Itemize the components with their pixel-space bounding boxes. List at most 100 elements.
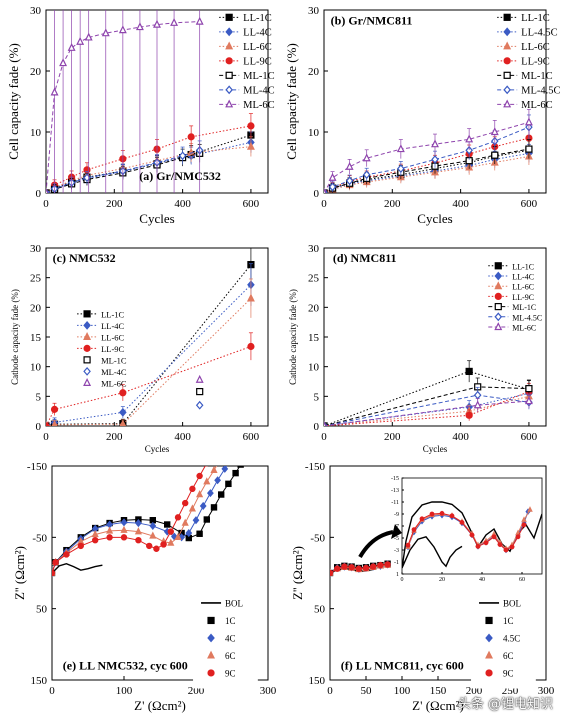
data-point [181, 518, 189, 526]
data-point [84, 32, 93, 41]
data-point [217, 457, 222, 462]
legend-label: 6C [225, 651, 236, 661]
legend-swatch-marker [225, 41, 234, 50]
legend-swatch-marker [83, 366, 91, 376]
series-BOL [52, 562, 103, 574]
data-point [91, 530, 99, 538]
y-tick-label: 30 [308, 243, 320, 255]
legend-label: ML-6C [101, 378, 127, 388]
data-point [135, 519, 142, 528]
data-point [149, 521, 157, 530]
series-line [324, 155, 530, 193]
data-point [324, 421, 327, 426]
data-point [170, 17, 179, 26]
plot-area [324, 109, 533, 193]
data-point [459, 520, 465, 525]
data-point [237, 466, 244, 468]
data-point [192, 516, 200, 525]
y-tick-label: 10 [308, 362, 320, 374]
legend-label: LL-6C [101, 332, 124, 342]
chart-d: 0 200 400 600 0 5 10 15 20 25 30 Cycles Cathode capa… [288, 243, 547, 454]
y-tick-label: -1 [394, 560, 399, 566]
series-ML-4.5C [324, 114, 533, 193]
legend-swatch-marker [503, 99, 512, 108]
legend-label: LL-1C [243, 13, 272, 24]
x-tick-label: 200 [384, 198, 401, 210]
series-line [46, 149, 200, 193]
y-tick-label: -5 [394, 536, 399, 542]
data-point [119, 419, 127, 426]
data-point [362, 564, 370, 572]
data-point [362, 153, 371, 162]
series-line [52, 562, 103, 574]
legend-label: LL-6C [243, 42, 272, 53]
x-tick-label: 0 [321, 431, 327, 443]
chart-b: 0 200 400 600 0 10 20 30 Cycles Cell capacity fad… [284, 5, 561, 226]
x-tick-label: 400 [174, 198, 191, 210]
data-point [91, 536, 99, 544]
x-tick-label: 600 [521, 198, 538, 210]
legend-label: LL-9C [101, 344, 124, 354]
y-tick-label: 1 [396, 572, 399, 578]
y-tick-label: 150 [309, 675, 326, 687]
legend-label: 9C [225, 668, 236, 678]
legend-label: ML-1C [512, 303, 536, 312]
y-tick-label: -15 [391, 476, 399, 482]
chart-a: 0 200 400 600 0 10 20 30 Cycles Cell capacity fad… [6, 5, 275, 226]
data-point [491, 534, 497, 540]
data-point [160, 541, 167, 548]
y-tick-label: 25 [308, 273, 320, 285]
legend-swatch-marker [225, 71, 233, 79]
x-tick-label: 400 [174, 431, 191, 443]
data-point [497, 542, 503, 547]
data-point [77, 542, 85, 550]
chart-title: (b) Gr/NMC811 [331, 14, 413, 28]
y-tick-label: 20 [308, 66, 320, 78]
data-point [153, 545, 160, 552]
data-point [465, 134, 474, 143]
legend-label: 9C [503, 668, 514, 678]
legend-swatch-marker [485, 669, 493, 677]
data-point [214, 476, 221, 485]
data-point [247, 342, 255, 351]
legend-swatch-marker [225, 27, 233, 37]
data-point [167, 538, 175, 546]
data-point [134, 527, 142, 535]
data-point [503, 547, 509, 553]
data-point [63, 551, 70, 558]
x-tick-label: 50 [361, 685, 373, 697]
data-point [527, 506, 533, 512]
data-point [195, 400, 204, 410]
x-tick-label: 100 [116, 685, 133, 697]
legend-swatch-marker [207, 616, 215, 625]
y-tick-label: -13 [391, 488, 399, 494]
y-tick-label: -9 [394, 512, 399, 518]
series-line [46, 298, 252, 426]
plot-area [402, 501, 542, 569]
y-tick-label: -150 [27, 461, 48, 473]
data-point [228, 457, 233, 463]
legend-swatch-marker [503, 13, 511, 21]
data-point [203, 477, 211, 485]
data-point [196, 530, 203, 537]
y-tick-label: 10 [30, 127, 42, 139]
data-point [120, 525, 128, 533]
data-point [195, 374, 204, 383]
y-tick-label: -150 [305, 461, 326, 473]
y-tick-label: 30 [308, 5, 320, 17]
x-axis-label: Cycles [139, 211, 174, 226]
x-tick-label: 200 [384, 431, 401, 443]
data-point [439, 511, 445, 516]
y-tick-label: 10 [308, 127, 320, 139]
data-point [345, 161, 354, 170]
data-point [174, 514, 182, 521]
legend-label: LL-4C [243, 27, 272, 38]
data-point [225, 480, 232, 488]
chart-title: (f) LL NMC811, cyc 600 [341, 658, 464, 672]
legend-label: 6C [503, 651, 514, 661]
plot-area [52, 457, 244, 578]
legend-box [193, 594, 258, 689]
x-axis-label: Cycles [145, 444, 170, 454]
data-point [52, 569, 56, 577]
